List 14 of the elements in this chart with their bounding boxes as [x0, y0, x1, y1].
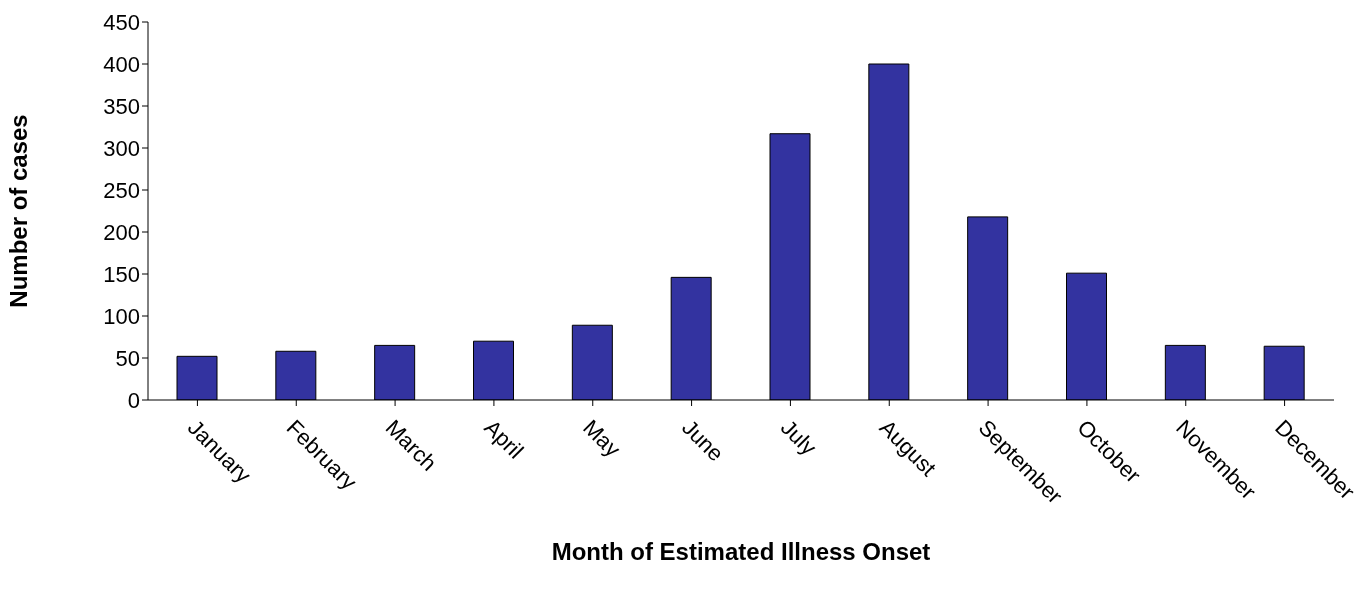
x-tick-label: April [479, 414, 529, 464]
y-tick-label: 450 [103, 9, 140, 35]
y-tick-label: 50 [115, 345, 140, 371]
y-tick-label: 400 [103, 51, 140, 77]
y-tick-label: 100 [103, 303, 140, 329]
y-tick-label: 0 [127, 387, 140, 413]
y-axis-title: Number of cases [4, 114, 32, 308]
y-tick-label: 350 [103, 93, 140, 119]
y-tick-label: 250 [103, 177, 140, 203]
x-tick-label: July [775, 414, 822, 461]
y-tick-label: 300 [103, 135, 140, 161]
x-axis-title: Month of Estimated Illness Onset [551, 538, 931, 565]
y-tick-label: 150 [103, 261, 140, 287]
y-tick-label: 200 [103, 219, 140, 245]
